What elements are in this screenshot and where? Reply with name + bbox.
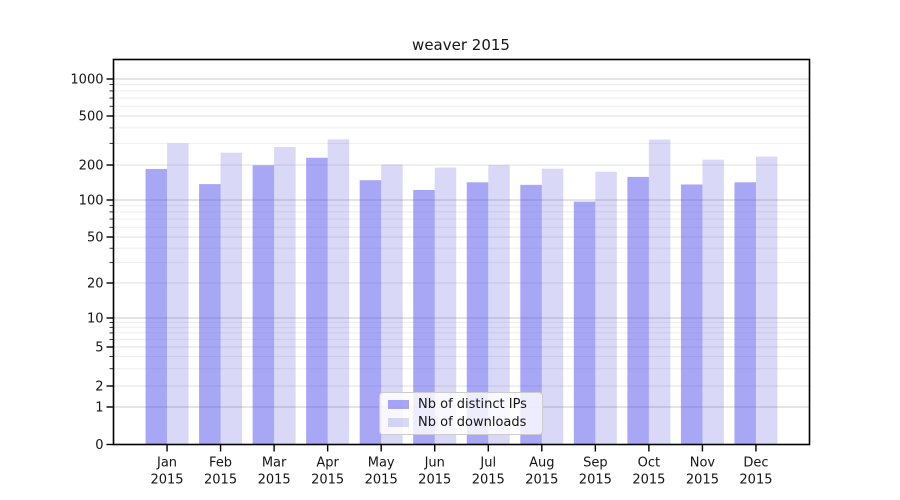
- x-tick-label-year: 2015: [739, 473, 772, 488]
- legend-swatch-distinct-ips: [388, 400, 409, 410]
- x-tick-label-year: 2015: [632, 473, 665, 488]
- y-tick-label: 10: [87, 312, 104, 327]
- x-tick-label-year: 2015: [579, 473, 612, 488]
- x-tick-label-month: Jan: [156, 456, 177, 471]
- y-tick-label: 1000: [70, 73, 103, 88]
- x-tick-label-month: Feb: [209, 456, 232, 471]
- bar-downloads-jun: [434, 167, 457, 445]
- bar-downloads-feb: [220, 152, 243, 445]
- bar-distinct-ips-feb: [199, 184, 221, 445]
- bar-downloads-dec: [755, 156, 778, 445]
- y-tick-label: 5: [95, 341, 103, 356]
- legend: Nb of distinct IPs Nb of downloads: [379, 392, 543, 435]
- bar-distinct-ips-mar: [252, 165, 275, 445]
- bar-downloads-oct: [648, 139, 671, 445]
- bar-distinct-ips-dec: [734, 182, 756, 445]
- y-tick-label: 1: [95, 401, 103, 416]
- x-tick-label-year: 2015: [311, 473, 344, 488]
- legend-label-downloads: Nb of downloads: [418, 414, 527, 430]
- bar-downloads-sep: [595, 171, 617, 445]
- x-tick-label-month: Dec: [743, 456, 768, 471]
- x-tick-label-year: 2015: [418, 473, 451, 488]
- x-tick-label-year: 2015: [204, 473, 237, 488]
- x-tick-label-month: Oct: [638, 456, 660, 471]
- bar-downloads-aug: [541, 168, 564, 445]
- x-tick-label-month: Jul: [479, 456, 496, 471]
- chart-title: weaver 2015: [412, 36, 510, 54]
- x-tick-label-month: Aug: [529, 456, 554, 471]
- x-tick-label-month: Apr: [316, 456, 339, 471]
- legend-swatch-downloads: [388, 417, 409, 427]
- y-tick-label: 100: [79, 194, 104, 209]
- legend-item-downloads: Nb of downloads: [388, 415, 534, 430]
- x-tick-label-month: Mar: [262, 456, 287, 471]
- x-tick-label-year: 2015: [258, 473, 291, 488]
- bar-distinct-ips-jul: [466, 182, 489, 445]
- bar-distinct-ips-sep: [573, 201, 596, 445]
- y-tick-label: 50: [87, 231, 104, 246]
- y-tick-label: 500: [79, 110, 104, 125]
- bar-distinct-ips-oct: [627, 176, 649, 445]
- x-tick-label-month: May: [368, 456, 395, 471]
- legend-item-distinct-ips: Nb of distinct IPs: [388, 397, 534, 412]
- bar-downloads-nov: [702, 159, 724, 445]
- bar-distinct-ips-aug: [520, 184, 542, 445]
- bar-downloads-may: [381, 164, 403, 445]
- x-tick-label-year: 2015: [525, 473, 558, 488]
- bar-downloads-jan: [167, 143, 189, 445]
- plot-border: [112, 58, 811, 446]
- y-tick-label: 2: [95, 380, 103, 395]
- x-tick-label-year: 2015: [686, 473, 719, 488]
- bar-distinct-ips-apr: [306, 157, 328, 445]
- bar-distinct-ips-jun: [413, 189, 435, 445]
- x-tick-label-month: Nov: [690, 456, 716, 471]
- bar-distinct-ips-may: [359, 180, 382, 445]
- bar-distinct-ips-jan: [145, 168, 168, 445]
- bar-downloads-jul: [488, 165, 510, 445]
- x-tick-label-year: 2015: [472, 473, 505, 488]
- legend-label-distinct-ips: Nb of distinct IPs: [418, 397, 527, 413]
- x-tick-label-year: 2015: [150, 473, 183, 488]
- x-tick-label-year: 2015: [365, 473, 398, 488]
- y-tick-label: 0: [95, 438, 103, 453]
- x-tick-label-month: Jun: [424, 456, 445, 471]
- bar-downloads-apr: [327, 139, 350, 445]
- y-tick-label: 200: [79, 159, 104, 174]
- bar-downloads-mar: [274, 147, 296, 445]
- y-tick-label: 20: [87, 277, 104, 292]
- x-tick-label-month: Sep: [583, 456, 608, 471]
- bar-distinct-ips-nov: [680, 184, 703, 445]
